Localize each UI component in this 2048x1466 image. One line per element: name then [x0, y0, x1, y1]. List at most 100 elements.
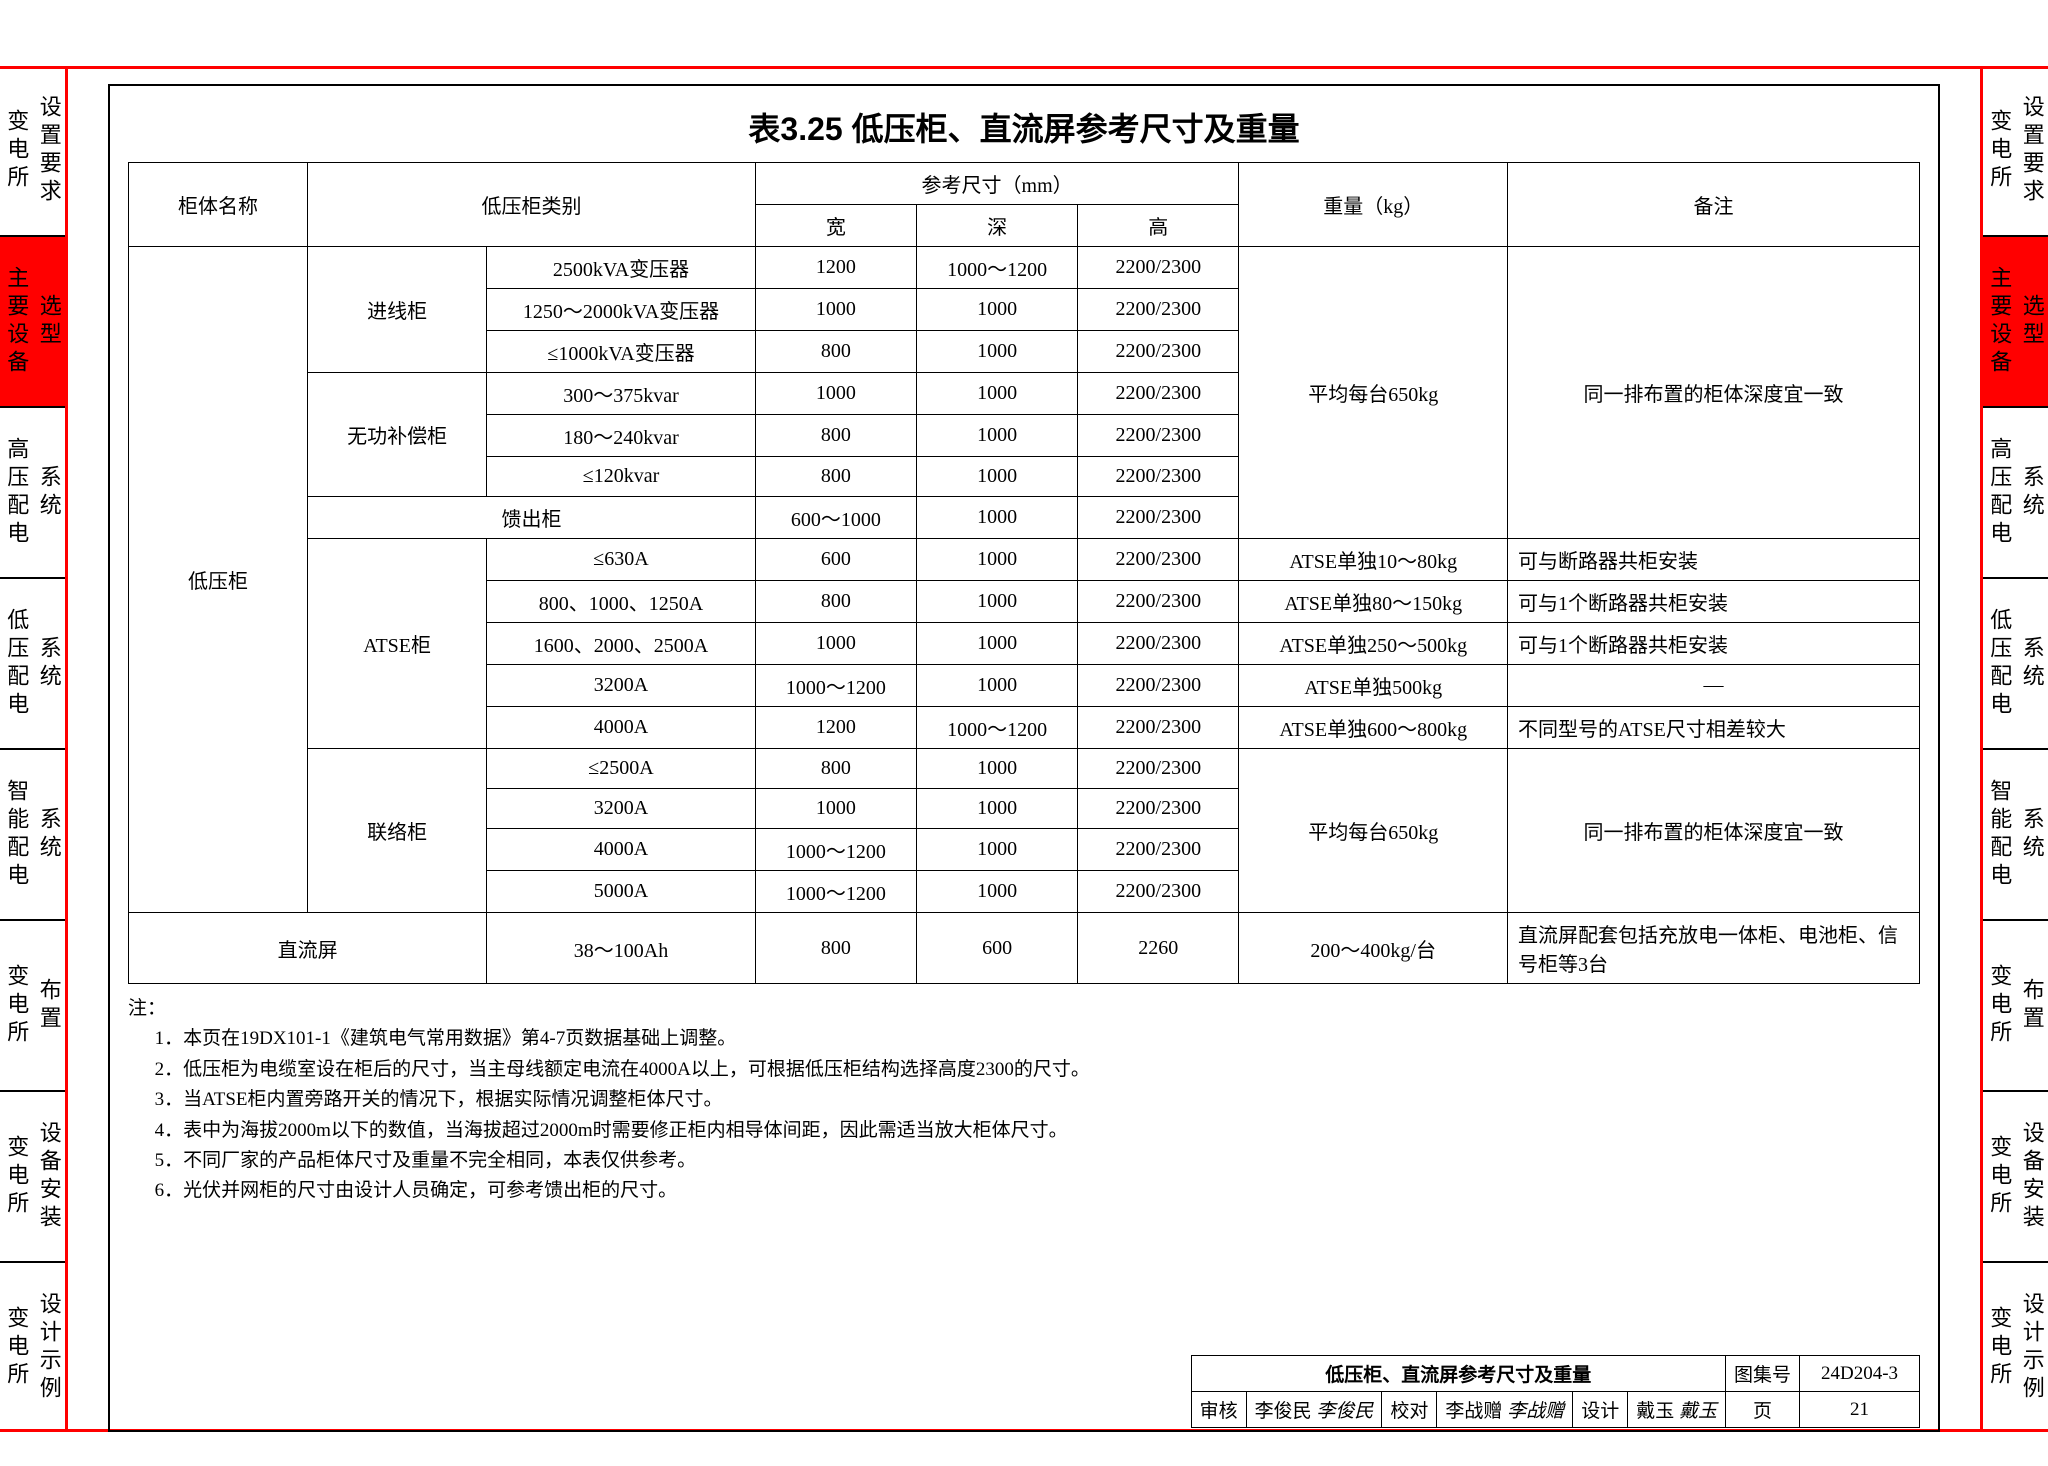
cell: ATSE柜: [308, 539, 487, 749]
cell: 2200/2300: [1078, 539, 1239, 581]
cell: 800: [755, 415, 916, 457]
tab-6[interactable]: 变电所设备安装: [1983, 1092, 2048, 1263]
th-h: 高: [1078, 205, 1239, 247]
cell: 2200/2300: [1078, 497, 1239, 539]
cell: 800: [755, 581, 916, 623]
tab-2[interactable]: 高压配电系统: [1983, 408, 2048, 579]
cell: 1000: [755, 789, 916, 829]
tb-set: 24D204-3: [1800, 1356, 1920, 1392]
th-cab-type: 低压柜类别: [308, 163, 756, 247]
cell: 800: [755, 913, 916, 984]
cell: 2200/2300: [1078, 789, 1239, 829]
tab-label: 设计示例: [2016, 1263, 2048, 1432]
cell: 1000～1200: [755, 665, 916, 707]
tab-label: 智能配电: [0, 750, 33, 919]
title-block: 低压柜、直流屏参考尺寸及重量 图集号 24D204-3 审核 李俊民 李俊民 校…: [1191, 1355, 1920, 1428]
tab-3[interactable]: 低压配电系统: [1983, 579, 2048, 750]
cell: 1000: [917, 331, 1078, 373]
tab-0[interactable]: 变电所设置要求: [1983, 66, 2048, 237]
cell: 直流屏配套包括充放电一体柜、电池柜、信号柜等3台: [1508, 913, 1920, 984]
tab-label: 变电所: [1983, 1263, 2016, 1432]
tab-label: 主要设备: [1983, 237, 2016, 406]
tab-5[interactable]: 变电所布置: [1983, 921, 2048, 1092]
cell: 2200/2300: [1078, 247, 1239, 289]
note-item: 4．表中为海拔2000m以下的数值，当海拔超过2000m时需要修正柜内相导体间距…: [189, 1116, 1920, 1146]
cell: 1000～1200: [755, 829, 916, 871]
tab-label: 布置: [2016, 921, 2048, 1090]
cell: ATSE单独500kg: [1239, 665, 1508, 707]
cell: 600: [917, 913, 1078, 984]
table-row: 低压柜、直流屏参考尺寸及重量 图集号 24D204-3: [1191, 1356, 1919, 1392]
table-row: 联络柜≤2500A80010002200/2300平均每台650kg同一排布置的…: [129, 749, 1920, 789]
tab-label: 选型: [33, 237, 66, 406]
tab-1[interactable]: 主要设备选型: [1983, 237, 2048, 408]
table-row: 柜体名称 低压柜类别 参考尺寸（mm） 重量（kg） 备注: [129, 163, 1920, 205]
cell: 联络柜: [308, 749, 487, 913]
cell: 1000: [917, 749, 1078, 789]
table-row: 直流屏 38～100Ah 800 600 2260 200～400kg/台 直流…: [129, 913, 1920, 984]
cell: ATSE单独80～150kg: [1239, 581, 1508, 623]
tab-7[interactable]: 变电所设计示例: [1983, 1263, 2048, 1432]
tab-label: 变电所: [0, 1263, 33, 1432]
cell: 1200: [755, 247, 916, 289]
tab-4[interactable]: 智能配电系统: [1983, 750, 2048, 921]
cell: 平均每台650kg: [1239, 247, 1508, 539]
tab-3[interactable]: 低压配电系统: [0, 579, 65, 750]
note-item: 1．本页在19DX101-1《建筑电气常用数据》第4-7页数据基础上调整。: [189, 1024, 1920, 1054]
cell: 2260: [1078, 913, 1239, 984]
tab-5[interactable]: 变电所布置: [0, 921, 65, 1092]
cell: 1000: [917, 581, 1078, 623]
signature: 李俊民: [1316, 1401, 1373, 1422]
tab-label: 选型: [2016, 237, 2048, 406]
tab-7[interactable]: 变电所设计示例: [0, 1263, 65, 1432]
cell: 38～100Ah: [487, 913, 756, 984]
signature: 戴玉: [1679, 1401, 1717, 1422]
tab-6[interactable]: 变电所设备安装: [0, 1092, 65, 1263]
cell: 600: [755, 539, 916, 581]
title-block-table: 低压柜、直流屏参考尺寸及重量 图集号 24D204-3 审核 李俊民 李俊民 校…: [1191, 1355, 1920, 1428]
th-weight: 重量（kg）: [1239, 163, 1508, 247]
tab-label: 变电所: [1983, 1092, 2016, 1261]
cell: 同一排布置的柜体深度宜一致: [1508, 749, 1920, 913]
cell: 同一排布置的柜体深度宜一致: [1508, 247, 1920, 539]
cell: 1000: [917, 289, 1078, 331]
cell: 600～1000: [755, 497, 916, 539]
tb-review-l: 审核: [1191, 1392, 1246, 1428]
cell: 180～240kvar: [487, 415, 756, 457]
tab-label: 主要设备: [0, 237, 33, 406]
cell: 1000: [755, 373, 916, 415]
cell: 1200: [755, 707, 916, 749]
left-tabs: 变电所设置要求 主要设备选型 高压配电系统 低压配电系统 智能配电系统 变电所布…: [0, 66, 68, 1432]
cell: 1600、2000、2500A: [487, 623, 756, 665]
cell: 不同型号的ATSE尺寸相差较大: [1508, 707, 1920, 749]
cell: 馈出柜: [308, 497, 756, 539]
tab-4[interactable]: 智能配电系统: [0, 750, 65, 921]
cell: 4000A: [487, 707, 756, 749]
table-title: 表3.25 低压柜、直流屏参考尺寸及重量: [128, 104, 1920, 150]
cell: —: [1508, 665, 1920, 707]
cell: 1000～1200: [755, 871, 916, 913]
cell: 1000～1200: [917, 247, 1078, 289]
cell: ≤2500A: [487, 749, 756, 789]
tab-label: 高压配电: [1983, 408, 2016, 577]
tb-design-l: 设计: [1573, 1392, 1628, 1428]
tab-label: 变电所: [0, 1092, 33, 1261]
tab-2[interactable]: 高压配电系统: [0, 408, 65, 579]
cell: 1250～2000kVA变压器: [487, 289, 756, 331]
tab-0[interactable]: 变电所设置要求: [0, 66, 65, 237]
tb-title: 低压柜、直流屏参考尺寸及重量: [1191, 1356, 1725, 1392]
cell: 2200/2300: [1078, 623, 1239, 665]
tab-label: 系统: [33, 579, 66, 748]
tb-set-label: 图集号: [1725, 1356, 1799, 1392]
cell: 2200/2300: [1078, 457, 1239, 497]
cell: 1000: [917, 539, 1078, 581]
note-item: 2．低压柜为电缆室设在柜后的尺寸，当主母线额定电流在4000A以上，可根据低压柜…: [189, 1055, 1920, 1085]
cell: 800: [755, 331, 916, 373]
tab-1[interactable]: 主要设备选型: [0, 237, 65, 408]
cell: ATSE单独250～500kg: [1239, 623, 1508, 665]
notes-list: 1．本页在19DX101-1《建筑电气常用数据》第4-7页数据基础上调整。 2．…: [128, 1024, 1920, 1206]
cell: 1000: [917, 871, 1078, 913]
tab-label: 智能配电: [1983, 750, 2016, 919]
cell: ATSE单独10～80kg: [1239, 539, 1508, 581]
cell: 800、1000、1250A: [487, 581, 756, 623]
